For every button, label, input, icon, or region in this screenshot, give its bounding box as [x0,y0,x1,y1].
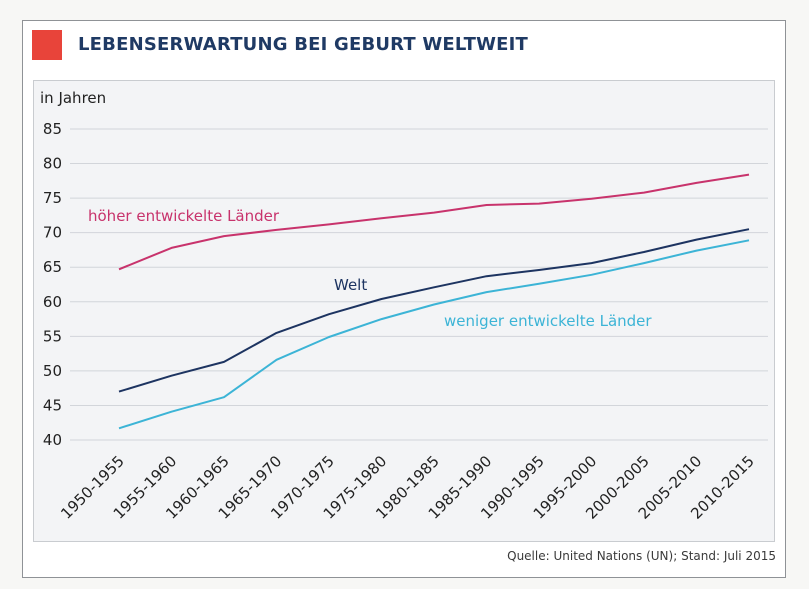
series-label: Welt [334,276,367,294]
x-axis-ticks: 1950-19551955-19601960-19651965-19701970… [57,452,758,523]
y-tick-label: 45 [43,396,62,414]
title-accent-square [32,30,62,60]
y-tick-label: 40 [43,431,62,449]
y-tick-label: 75 [43,189,62,207]
series-labels: höher entwickelte Länder Welt weniger entw… [88,207,652,330]
y-tick-label: 65 [43,258,62,276]
y-axis-ticks: 40 45 50 55 60 65 70 75 80 85 [43,120,62,449]
source-note: Quelle: United Nations (UN); Stand: Juli… [507,549,776,563]
series-label: höher entwickelte Länder [88,207,280,225]
series-label: weniger entwickelte Länder [444,312,652,330]
plot-panel [33,80,775,542]
gridlines [70,128,768,441]
y-tick-label: 80 [43,155,62,173]
series-line [118,173,750,271]
y-axis-label: in Jahren [40,89,106,107]
y-tick-label: 85 [43,120,62,138]
y-tick-label: 55 [43,327,62,345]
y-tick-label: 70 [43,224,62,242]
chart-title: LEBENSERWARTUNG BEI GEBURT WELTWEIT [78,34,529,55]
series-line [118,239,750,430]
series-line [118,228,750,393]
y-tick-label: 50 [43,362,62,380]
series-lines [118,173,750,430]
y-tick-label: 60 [43,293,62,311]
